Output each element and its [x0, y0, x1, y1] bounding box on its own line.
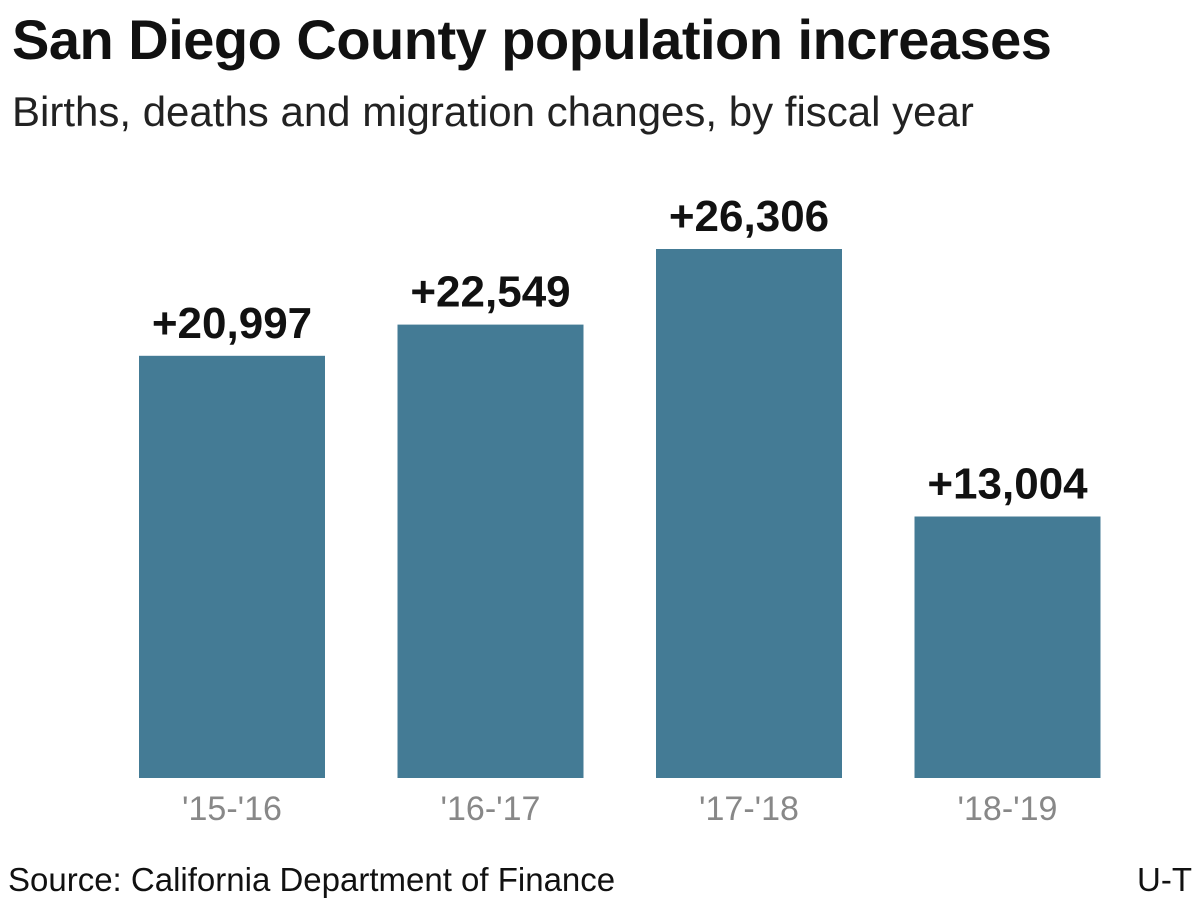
source-note: Source: California Department of Finance [8, 861, 616, 898]
x-tick-label-2: '17-'18 [699, 790, 799, 828]
x-tick-label-0: '15-'16 [182, 790, 282, 828]
chart-title: San Diego County population increases [12, 8, 1052, 71]
bar-2 [656, 249, 842, 778]
credit-label: U-T [1137, 861, 1192, 898]
x-tick-label-1: '16-'17 [441, 790, 541, 828]
x-tick-label-3: '18-'19 [958, 790, 1058, 828]
bar-value-label-3: +13,004 [927, 460, 1088, 509]
bar-1 [397, 324, 584, 778]
bar-value-label-0: +20,997 [152, 299, 312, 348]
chart-subtitle: Births, deaths and migration changes, by… [12, 88, 974, 135]
bar-0 [139, 355, 325, 778]
bar-value-label-1: +22,549 [410, 268, 570, 317]
bar-3 [914, 516, 1101, 778]
bar-value-label-2: +26,306 [669, 192, 829, 241]
